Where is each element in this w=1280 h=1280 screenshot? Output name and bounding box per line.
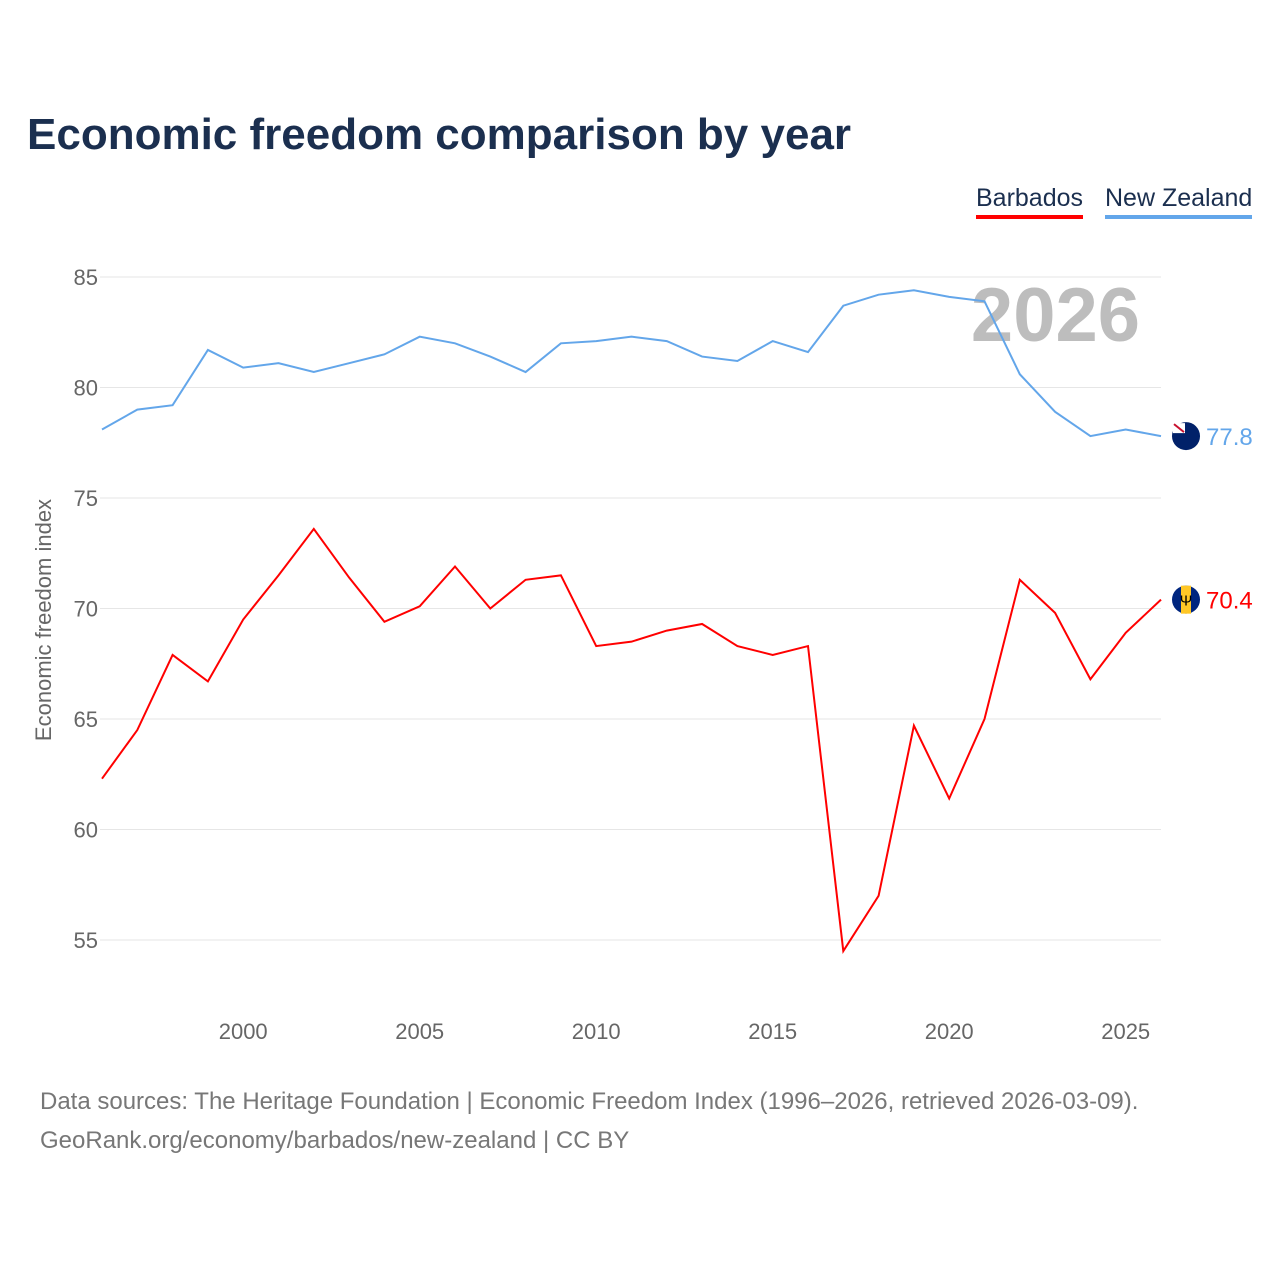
data-point-new-zealand	[171, 403, 175, 407]
data-point-new-zealand	[277, 361, 281, 365]
end-label-new-zealand: 77.8	[1206, 424, 1253, 451]
data-point-new-zealand	[771, 339, 775, 343]
data-point-barbados	[135, 728, 139, 732]
y-tick-label: 75	[74, 486, 98, 511]
data-point-new-zealand	[1124, 427, 1128, 431]
data-point-new-zealand	[841, 304, 845, 308]
end-label-barbados: 70.4	[1206, 588, 1253, 615]
data-point-new-zealand	[665, 339, 669, 343]
x-tick-label: 2025	[1101, 1019, 1150, 1044]
data-point-barbados	[912, 724, 916, 728]
data-point-barbados	[735, 644, 739, 648]
flag-barbados-icon: Ψ	[1172, 585, 1200, 614]
data-point-new-zealand	[206, 348, 210, 352]
data-point-new-zealand	[382, 352, 386, 356]
data-point-new-zealand	[983, 299, 987, 303]
x-tick-label: 2005	[395, 1019, 444, 1044]
data-point-barbados	[1159, 598, 1163, 602]
data-point-barbados	[559, 573, 563, 577]
source-line-2[interactable]: GeoRank.org/economy/barbados/new-zealand…	[40, 1127, 630, 1154]
data-point-barbados	[877, 894, 881, 898]
data-point-barbados	[312, 527, 316, 531]
data-point-new-zealand	[418, 335, 422, 339]
legend-barbados[interactable]: Barbados	[976, 184, 1084, 219]
data-point-new-zealand	[100, 427, 104, 431]
data-point-barbados	[594, 644, 598, 648]
x-tick-label: 2010	[572, 1019, 621, 1044]
data-point-new-zealand	[947, 295, 951, 299]
data-point-new-zealand	[135, 408, 139, 412]
data-point-new-zealand	[700, 355, 704, 359]
data-point-barbados	[171, 653, 175, 657]
data-point-barbados	[1053, 611, 1057, 615]
flag-new-zealand-icon	[1172, 422, 1200, 451]
data-point-barbados	[524, 578, 528, 582]
data-point-barbados	[771, 653, 775, 657]
data-point-new-zealand	[559, 341, 563, 345]
y-tick-label: 70	[74, 597, 98, 622]
data-point-barbados	[241, 618, 245, 622]
data-point-new-zealand	[877, 293, 881, 297]
data-point-barbados	[665, 629, 669, 633]
data-point-new-zealand	[524, 370, 528, 374]
data-point-barbados	[1018, 578, 1022, 582]
data-point-barbados	[1124, 631, 1128, 635]
data-point-barbados	[841, 949, 845, 953]
data-point-new-zealand	[1053, 410, 1057, 414]
data-point-new-zealand	[1159, 434, 1163, 438]
year-watermark: 2026	[971, 273, 1140, 358]
data-point-barbados	[947, 797, 951, 801]
series-line-barbados	[101, 527, 1162, 954]
series-line-new-zealand	[101, 289, 1162, 438]
data-point-new-zealand	[806, 350, 810, 354]
data-point-new-zealand	[1018, 372, 1022, 376]
y-tick-label: 80	[74, 376, 98, 401]
source-line-1: Data sources: The Heritage Foundation | …	[40, 1088, 1139, 1115]
data-point-barbados	[382, 620, 386, 624]
x-tick-label: 2015	[748, 1019, 797, 1044]
x-tick-label: 2000	[219, 1019, 268, 1044]
svg-text:Ψ: Ψ	[1180, 593, 1193, 610]
y-axis-label: Economic freedom index	[31, 499, 56, 741]
legend-new-zealand[interactable]: New Zealand	[1105, 184, 1253, 219]
data-point-new-zealand	[347, 361, 351, 365]
x-tick-label: 2020	[925, 1019, 974, 1044]
data-point-barbados	[100, 777, 104, 781]
data-point-barbados	[630, 640, 634, 644]
data-point-new-zealand	[241, 366, 245, 370]
data-point-barbados	[983, 717, 987, 721]
chart-title: Economic freedom comparison by year	[27, 110, 852, 159]
y-tick-label: 60	[74, 818, 98, 843]
data-point-barbados	[700, 622, 704, 626]
data-point-barbados	[277, 573, 281, 577]
data-point-barbados	[1088, 677, 1092, 681]
data-point-barbados	[347, 576, 351, 580]
data-point-new-zealand	[630, 335, 634, 339]
data-point-new-zealand	[594, 339, 598, 343]
data-point-barbados	[488, 607, 492, 611]
data-point-new-zealand	[312, 370, 316, 374]
data-point-new-zealand	[488, 355, 492, 359]
data-point-new-zealand	[912, 288, 916, 292]
y-tick-label: 55	[74, 928, 98, 953]
data-point-barbados	[418, 604, 422, 608]
data-point-new-zealand	[735, 359, 739, 363]
data-point-barbados	[453, 565, 457, 569]
data-point-barbados	[806, 644, 810, 648]
data-point-new-zealand	[1088, 434, 1092, 438]
data-point-new-zealand	[453, 341, 457, 345]
y-tick-label: 85	[74, 265, 98, 290]
y-tick-label: 65	[74, 707, 98, 732]
data-point-barbados	[206, 679, 210, 683]
